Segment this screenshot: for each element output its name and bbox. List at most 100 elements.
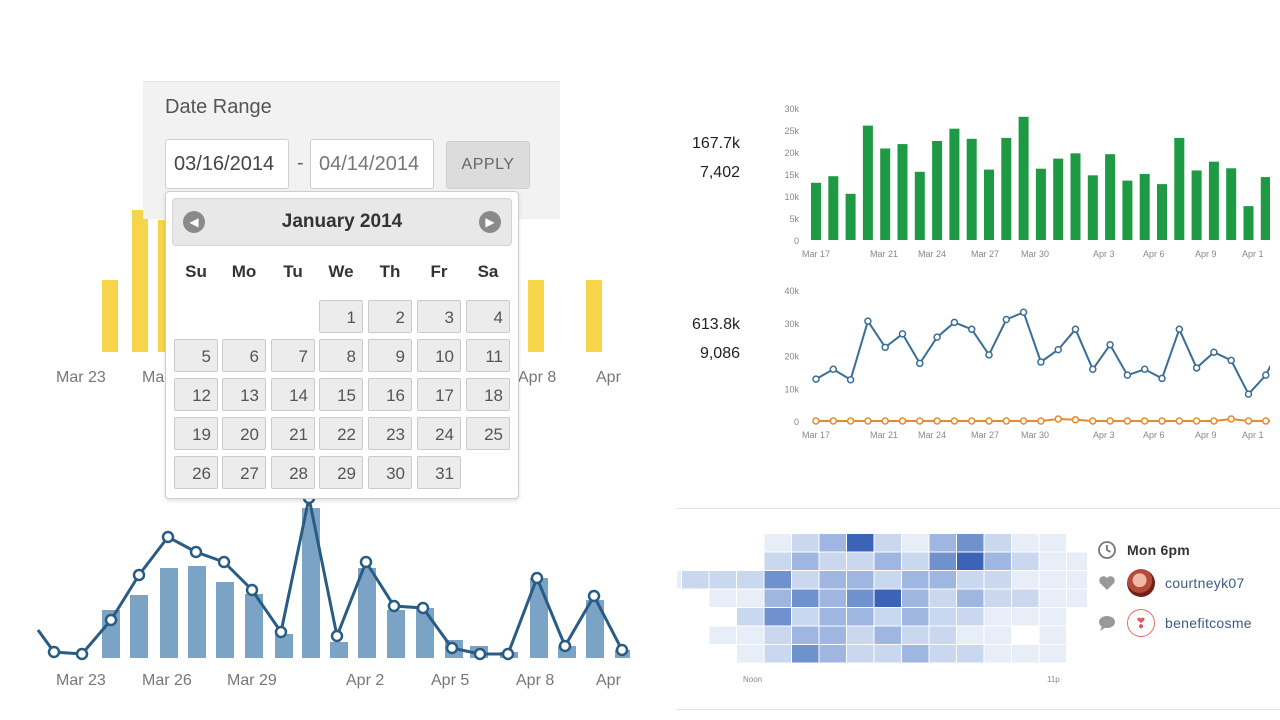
calendar-day-8[interactable]: 8 xyxy=(319,339,363,372)
calendar-day-18[interactable]: 18 xyxy=(466,378,510,411)
yellow-bar xyxy=(528,280,544,352)
calendar-day-3[interactable]: 3 xyxy=(417,300,461,333)
heatmap-cell xyxy=(677,626,681,644)
heatmap-cell xyxy=(957,589,984,607)
heatmap-cell xyxy=(1067,626,1087,644)
green-bar xyxy=(949,128,960,240)
line-point xyxy=(846,417,855,425)
green-bar xyxy=(1260,177,1270,240)
heatmap-cell xyxy=(984,626,1011,644)
left-bottom-combo-chart: Mar 23 Mar 26 Mar 29 Apr 2 Apr 5 Apr 8 Apr xyxy=(36,491,630,689)
calendar-day-24[interactable]: 24 xyxy=(417,417,461,450)
x-tick-label: Apr 1 xyxy=(1242,430,1264,440)
heatmap-cell xyxy=(709,552,736,570)
green-bar xyxy=(914,171,925,240)
line-point xyxy=(1262,417,1270,425)
calendar-day-31[interactable]: 31 xyxy=(417,456,461,489)
calendar-day-26[interactable]: 26 xyxy=(174,456,218,489)
courtneyk07-avatar[interactable] xyxy=(1127,569,1155,597)
blue-bar xyxy=(245,594,263,658)
heatmap-cell xyxy=(957,645,984,663)
calendar-day-5[interactable]: 5 xyxy=(174,339,218,372)
y-tick-label: 30k xyxy=(784,319,799,329)
heatmap-cell xyxy=(677,608,681,626)
calendar-day-7[interactable]: 7 xyxy=(271,339,315,372)
calendar-day-23[interactable]: 23 xyxy=(368,417,412,450)
y-tick-label: 5k xyxy=(789,214,799,224)
line-point xyxy=(1175,325,1184,334)
green-bar xyxy=(1174,137,1185,240)
calendar-day-28[interactable]: 28 xyxy=(271,456,315,489)
heatmap-cell xyxy=(792,645,819,663)
calendar-month-label: January 2014 xyxy=(281,211,403,232)
calendar-day-29[interactable]: 29 xyxy=(319,456,363,489)
green-bar xyxy=(1208,161,1219,240)
line-point xyxy=(1227,356,1235,365)
line-point xyxy=(1071,415,1080,424)
heatmap-cell xyxy=(737,608,764,626)
heatmap-cell xyxy=(677,645,681,663)
calendar-day-15[interactable]: 15 xyxy=(319,378,363,411)
chevron-left-icon[interactable]: ◀ xyxy=(183,211,205,233)
heatmap-cell xyxy=(874,645,901,663)
calendar-day-13[interactable]: 13 xyxy=(222,378,266,411)
calendar-day-12[interactable]: 12 xyxy=(174,378,218,411)
calendar-day-22[interactable]: 22 xyxy=(319,417,363,450)
end-date-input[interactable]: 04/14/2014 xyxy=(310,139,434,189)
blue-bar xyxy=(530,578,548,658)
calendar-day-11[interactable]: 11 xyxy=(466,339,510,372)
calendar-day-27[interactable]: 27 xyxy=(222,456,266,489)
calendar-day-6[interactable]: 6 xyxy=(222,339,266,372)
line-point xyxy=(846,375,855,384)
calendar-day-9[interactable]: 9 xyxy=(368,339,412,372)
line-series-1 xyxy=(816,417,1270,422)
calendar-day-14[interactable]: 14 xyxy=(271,378,315,411)
benefitcosme-avatar[interactable]: ❣ xyxy=(1127,609,1155,637)
heatmap-cell xyxy=(847,552,874,570)
calendar-day-21[interactable]: 21 xyxy=(271,417,315,450)
heatmap-cell xyxy=(874,571,901,589)
heatmap-cell xyxy=(737,571,764,589)
heatmap-cell xyxy=(709,534,736,552)
calendar-day-1[interactable]: 1 xyxy=(319,300,363,333)
chevron-right-icon[interactable]: ▶ xyxy=(479,211,501,233)
line-point xyxy=(330,629,344,643)
heatmap-cell xyxy=(1012,534,1039,552)
calendar-day-19[interactable]: 19 xyxy=(174,417,218,450)
heatmap-cell xyxy=(1039,608,1066,626)
line-point xyxy=(1123,371,1132,379)
calendar-day-25[interactable]: 25 xyxy=(466,417,510,450)
line-point xyxy=(1123,417,1132,425)
calendar-day-30[interactable]: 30 xyxy=(368,456,412,489)
start-date-input[interactable]: 03/16/2014 xyxy=(165,139,289,189)
green-bar xyxy=(1070,153,1081,240)
top-commenter-link[interactable]: benefitcosme xyxy=(1165,615,1252,631)
activity-heatmap: Noon 11p xyxy=(677,534,1087,684)
heatmap-cell xyxy=(984,645,1011,663)
line-point xyxy=(933,333,941,341)
heatmap-cell xyxy=(1012,552,1039,570)
calendar-day-4[interactable]: 4 xyxy=(466,300,510,333)
heatmap-cell xyxy=(792,626,819,644)
top-liker-link[interactable]: courtneyk07 xyxy=(1165,575,1245,591)
calendar-day-17[interactable]: 17 xyxy=(417,378,461,411)
green-bar xyxy=(897,144,908,240)
line-point xyxy=(75,647,89,661)
peak-time-label: Mon 6pm xyxy=(1127,542,1190,558)
line-point xyxy=(558,639,572,653)
line-point xyxy=(864,417,872,425)
heatmap-cell xyxy=(1012,608,1039,626)
heatmap-cell xyxy=(847,645,874,663)
x-tick-label: Apr xyxy=(596,369,622,386)
line-point xyxy=(881,343,889,352)
calendar-day-20[interactable]: 20 xyxy=(222,417,266,450)
apply-button[interactable]: APPLY xyxy=(446,141,530,189)
line-point xyxy=(916,359,924,368)
calendar-day-2[interactable]: 2 xyxy=(368,300,412,333)
x-tick-label: Mar 29 xyxy=(227,672,277,689)
weekday-sa: Sa xyxy=(477,262,499,281)
calendar-day-16[interactable]: 16 xyxy=(368,378,412,411)
calendar-day-10[interactable]: 10 xyxy=(417,339,461,372)
heatmap-cell xyxy=(737,589,764,607)
heatmap-cell xyxy=(1067,534,1087,552)
